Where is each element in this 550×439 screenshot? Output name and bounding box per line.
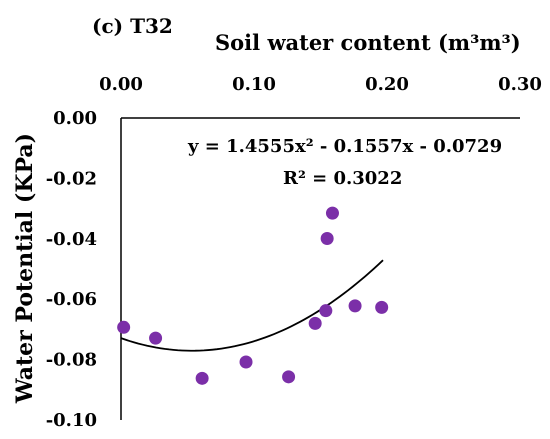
y-tick-labels: 0.00 -0.02 -0.04 -0.06 -0.08 -0.10 (46, 108, 97, 431)
y-axis-label: Water Potential (KPa) (12, 133, 38, 404)
panel-title: (c) T32 (92, 14, 173, 38)
r-squared: R² = 0.3022 (283, 168, 402, 189)
data-point (319, 304, 333, 318)
x-axis-label: Soil water content (m³m³) (215, 30, 521, 55)
data-point (308, 316, 322, 330)
y-tick-label: 0.00 (53, 108, 97, 129)
x-tick-label: 0.10 (232, 74, 276, 95)
y-tick-label: -0.08 (46, 350, 97, 371)
data-point (348, 299, 362, 313)
data-point (375, 300, 389, 314)
data-point (195, 371, 209, 385)
trendline (120, 259, 384, 352)
data-point (325, 206, 339, 220)
x-tick-label: 0.30 (498, 74, 542, 95)
data-point (320, 231, 334, 245)
y-tick-label: -0.10 (46, 410, 97, 431)
data-point (149, 331, 163, 345)
data-points (117, 206, 389, 385)
data-point (239, 355, 253, 369)
data-point (117, 320, 131, 334)
x-tick-labels: 0.00 0.10 0.20 0.30 (99, 74, 542, 95)
y-tick-label: -0.02 (46, 168, 97, 189)
y-tick-label: -0.06 (46, 289, 97, 310)
trend-equation: y = 1.4555x² - 0.1557x - 0.0729 (187, 136, 502, 157)
x-tick-label: 0.20 (365, 74, 409, 95)
y-tick-label: -0.04 (46, 229, 97, 250)
data-point (282, 370, 296, 384)
x-tick-label: 0.00 (99, 74, 143, 95)
